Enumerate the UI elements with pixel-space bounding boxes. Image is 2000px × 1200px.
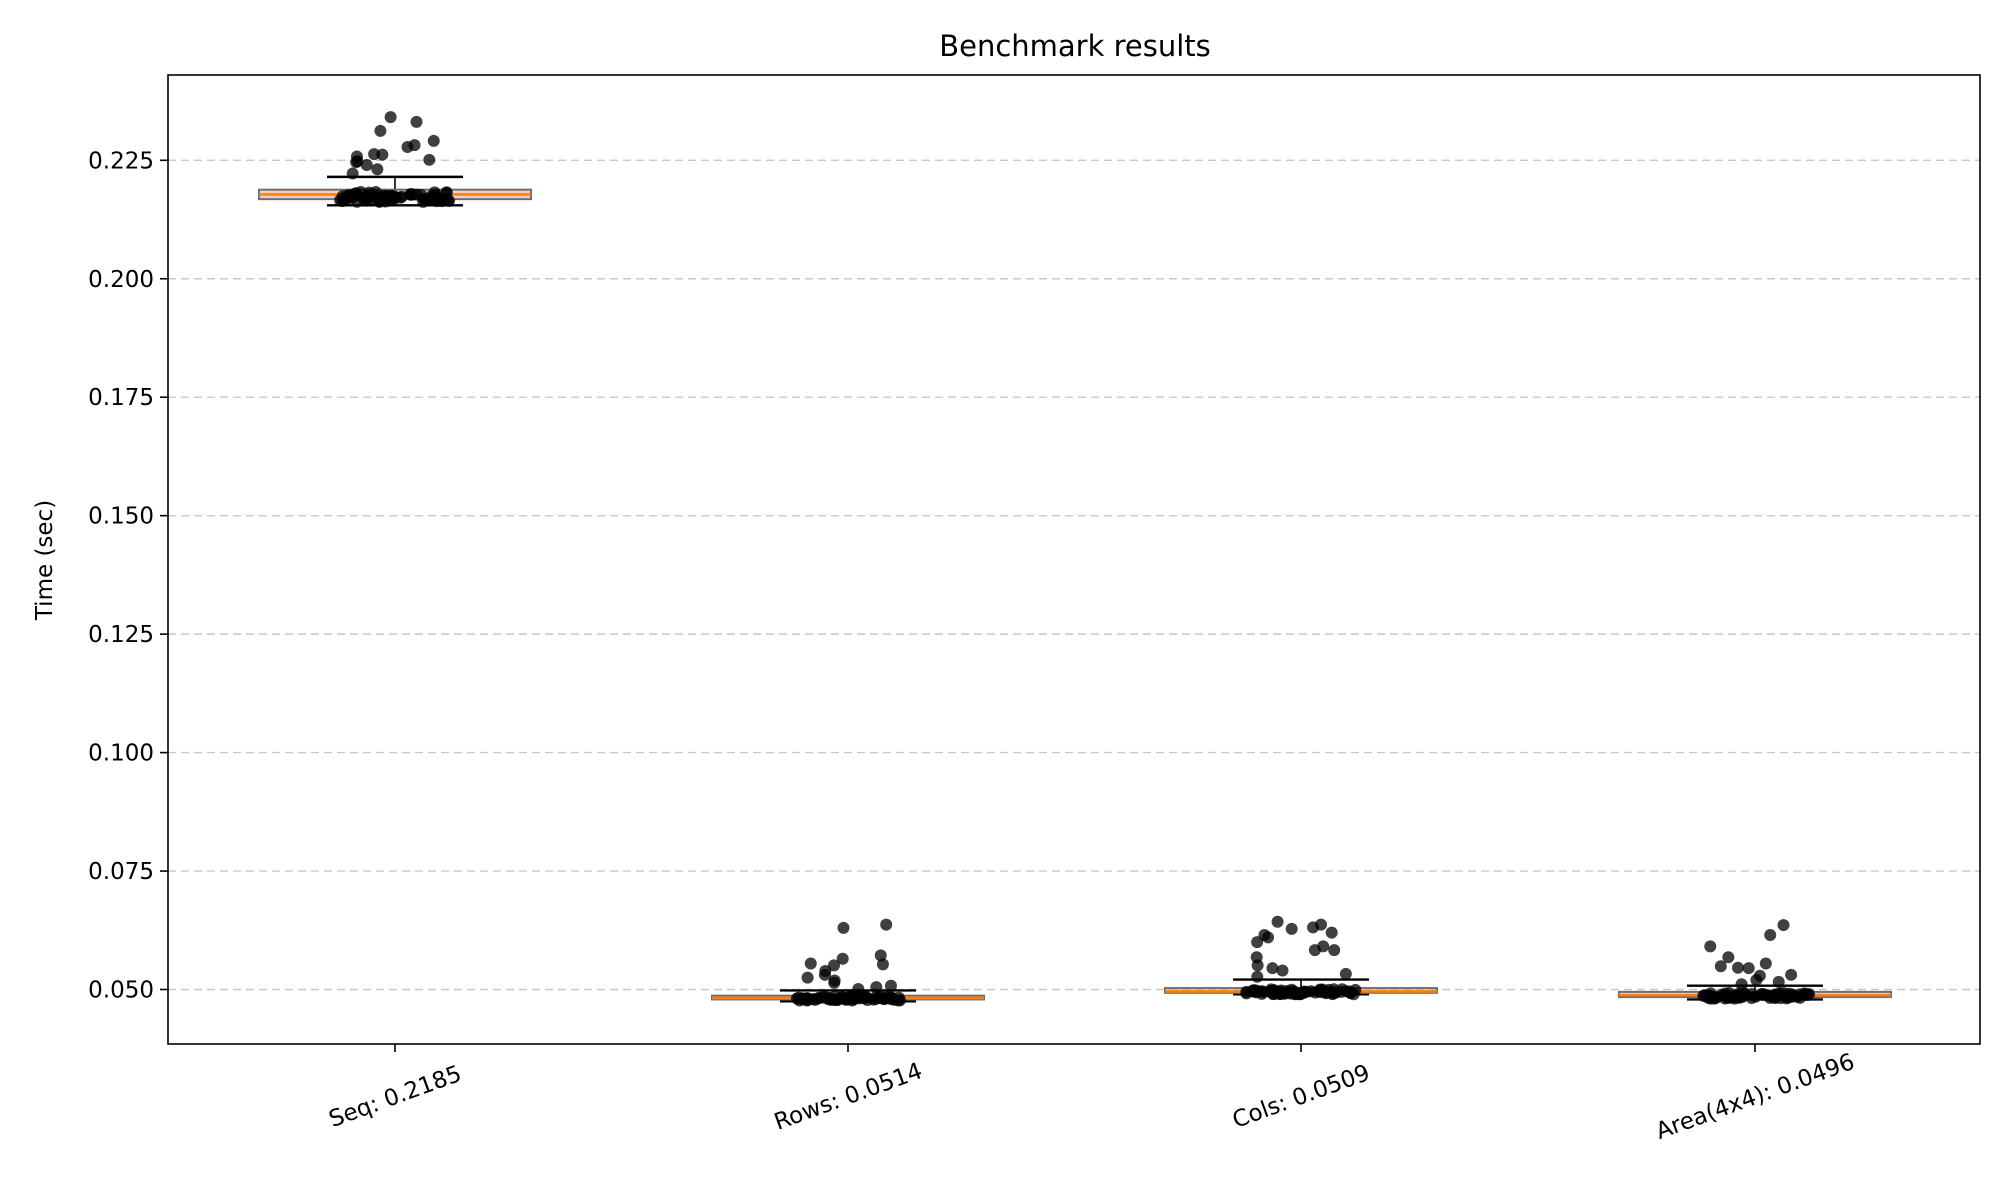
y-tick-label: 0.150 xyxy=(88,504,154,530)
data-point xyxy=(1344,986,1357,999)
data-point xyxy=(1307,921,1320,934)
data-point xyxy=(1325,926,1338,939)
data-point xyxy=(1251,936,1264,949)
data-point xyxy=(1735,978,1748,991)
data-point xyxy=(870,981,883,994)
grid-layer xyxy=(168,159,1980,991)
data-point xyxy=(796,992,809,1005)
box-layer xyxy=(258,175,1892,1003)
y-axis: 0.050 0.075 0.100 0.125 0.150 0.175 0.200 0.225 xyxy=(88,148,168,1004)
data-point xyxy=(1266,962,1279,975)
data-point xyxy=(1708,991,1721,1004)
data-point xyxy=(371,163,384,176)
x-tick-label: Seq: 0.2185 xyxy=(326,1061,465,1133)
y-tick-label: 0.200 xyxy=(88,267,154,293)
data-point xyxy=(1267,985,1280,998)
data-point xyxy=(854,992,867,1005)
data-point xyxy=(442,195,455,208)
data-point xyxy=(1764,929,1777,942)
data-point xyxy=(423,153,436,166)
data-point xyxy=(892,991,905,1004)
y-axis-label: Time (sec) xyxy=(32,500,58,621)
data-point xyxy=(1723,987,1736,1000)
data-point xyxy=(1731,961,1744,974)
data-point xyxy=(852,983,865,996)
data-point xyxy=(1774,992,1787,1005)
x-tick-label: Area(4x4): 0.0496 xyxy=(1653,1049,1859,1145)
data-point xyxy=(836,952,849,965)
data-point xyxy=(346,167,359,180)
data-point xyxy=(1271,915,1284,928)
data-point xyxy=(1714,960,1727,973)
data-point xyxy=(1742,962,1755,975)
data-point xyxy=(350,156,363,169)
data-point xyxy=(874,949,887,962)
data-point xyxy=(360,159,373,172)
data-point xyxy=(804,957,817,970)
data-point xyxy=(1289,987,1302,1000)
x-tick-label: Rows: 0.0514 xyxy=(771,1058,926,1136)
data-point xyxy=(845,991,858,1004)
data-point xyxy=(1722,951,1735,964)
plot-frame xyxy=(167,74,1981,1045)
y-tick-label: 0.225 xyxy=(88,148,154,174)
data-point xyxy=(1262,931,1275,944)
data-point xyxy=(1777,919,1790,932)
data-point xyxy=(1308,944,1321,957)
data-point xyxy=(1327,987,1340,1000)
data-point xyxy=(818,968,831,981)
data-point xyxy=(1772,975,1785,988)
data-point xyxy=(1251,970,1264,983)
data-point xyxy=(334,194,347,207)
data-point xyxy=(401,141,414,154)
data-point xyxy=(1249,986,1262,999)
data-point xyxy=(1285,922,1298,935)
data-point xyxy=(1759,957,1772,970)
data-point xyxy=(801,971,814,984)
data-point xyxy=(1309,986,1322,999)
data-point xyxy=(876,958,889,971)
data-point xyxy=(410,115,423,128)
y-tick-label: 0.100 xyxy=(88,741,154,767)
data-point xyxy=(828,994,841,1007)
data-point xyxy=(1339,967,1352,980)
y-tick-label: 0.050 xyxy=(88,978,154,1004)
data-point xyxy=(837,921,850,934)
data-point xyxy=(828,976,841,989)
data-point xyxy=(374,124,387,137)
data-point xyxy=(1328,944,1341,957)
data-point xyxy=(345,191,358,204)
x-axis: Seq: 0.2185 Rows: 0.0514 Cols: 0.0509 Area(… xyxy=(326,1044,1858,1145)
y-tick-label: 0.175 xyxy=(88,385,154,411)
data-point xyxy=(1704,940,1717,953)
y-tick-label: 0.075 xyxy=(88,859,154,885)
y-tick-label: 0.125 xyxy=(88,622,154,648)
data-point xyxy=(869,990,882,1003)
data-point xyxy=(1801,989,1814,1002)
data-point xyxy=(1785,968,1798,981)
point-layer xyxy=(334,111,1816,1007)
data-point xyxy=(379,191,392,204)
data-point xyxy=(828,959,841,972)
data-point xyxy=(1251,959,1264,972)
x-tick-label: Cols: 0.0509 xyxy=(1229,1060,1373,1134)
chart-title: Benchmark results xyxy=(939,29,1211,63)
data-point xyxy=(384,111,397,124)
data-point xyxy=(366,193,379,206)
data-point xyxy=(1757,988,1770,1001)
data-point xyxy=(884,979,897,992)
data-point xyxy=(417,195,430,208)
data-point xyxy=(427,134,440,147)
data-point xyxy=(1276,964,1289,977)
data-point xyxy=(1750,974,1763,987)
data-point xyxy=(1745,988,1758,1001)
data-point xyxy=(376,148,389,161)
data-point xyxy=(880,918,893,931)
